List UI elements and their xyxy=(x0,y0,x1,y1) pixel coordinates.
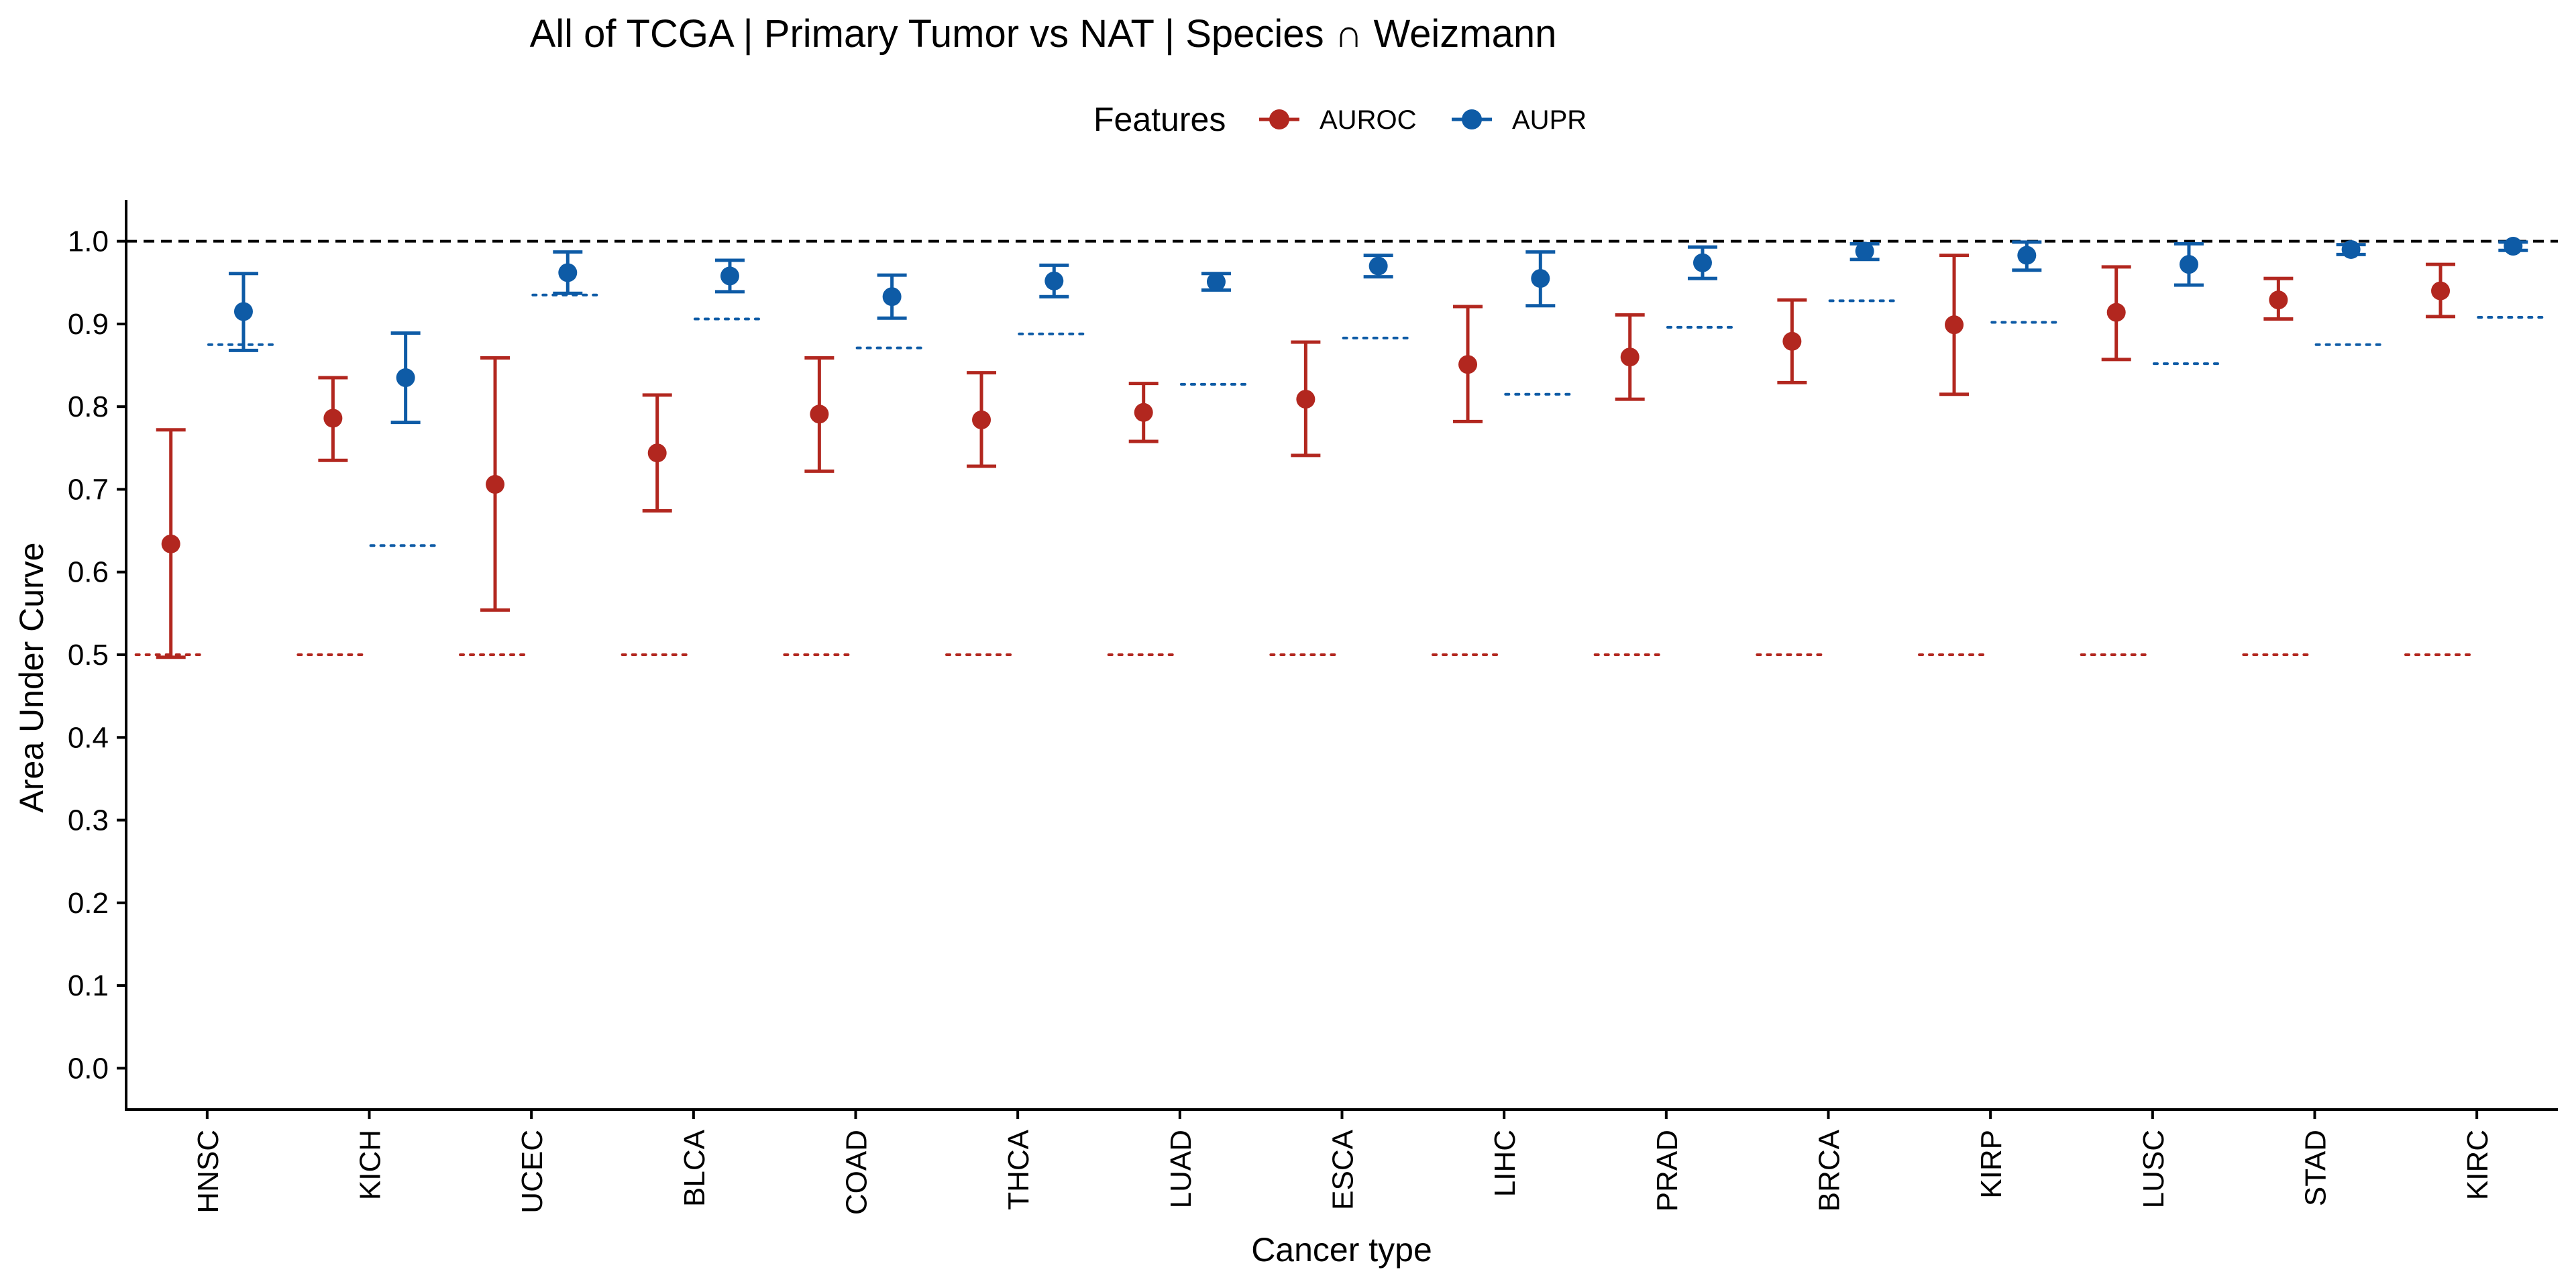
point-aupr xyxy=(2504,237,2523,256)
point-aupr xyxy=(2341,239,2361,259)
y-tick-label: 0.6 xyxy=(68,556,109,589)
point-auroc xyxy=(810,405,829,424)
legend-label-aupr: AUPR xyxy=(1512,105,1587,135)
point-auroc xyxy=(161,534,180,553)
y-tick-label: 0.1 xyxy=(68,969,109,1002)
point-auroc xyxy=(1620,347,1640,367)
x-tick-label: STAD xyxy=(2300,1130,2332,1206)
errorbar-group xyxy=(156,240,2528,659)
y-tick-label: 0.0 xyxy=(68,1052,109,1085)
chart-title: All of TCGA | Primary Tumor vs NAT | Spe… xyxy=(530,12,1557,56)
point-aupr xyxy=(1044,271,1064,290)
x-tick-label: THCA xyxy=(1002,1129,1035,1210)
point-group xyxy=(161,237,2523,553)
y-tick-label: 0.2 xyxy=(68,887,109,920)
point-auroc xyxy=(2106,303,2126,322)
point-auroc xyxy=(323,409,343,428)
y-tick-label: 0.4 xyxy=(68,721,109,754)
point-aupr xyxy=(882,287,902,307)
point-auroc xyxy=(972,410,991,429)
point-aupr xyxy=(233,302,253,321)
point-auroc xyxy=(1945,315,1964,335)
point-aupr xyxy=(1206,272,1226,292)
x-tick-label: KICH xyxy=(354,1130,387,1200)
y-ticks: 0.0 0.1 0.2 0.3 0.4 0.5 0.6 0.7 0.8 0.9 1.0 xyxy=(68,225,126,1085)
point-aupr xyxy=(2179,255,2198,274)
point-auroc xyxy=(1134,402,1153,422)
x-tick-label: BRCA xyxy=(1813,1129,1846,1212)
y-tick-label: 0.7 xyxy=(68,473,109,506)
legend-label-auroc: AUROC xyxy=(1320,105,1416,135)
x-tick-label: LIHC xyxy=(1489,1130,1521,1197)
x-tick-label: PRAD xyxy=(1651,1130,1684,1212)
point-aupr xyxy=(1531,269,1550,288)
legend-item-aupr: AUPR xyxy=(1452,105,1587,135)
x-tick-label: LUSC xyxy=(2137,1130,2170,1208)
point-aupr xyxy=(720,266,739,286)
x-tick-label: KIRP xyxy=(1975,1130,2008,1199)
point-auroc xyxy=(1782,331,1802,351)
point-auroc xyxy=(1458,355,1478,374)
point-auroc xyxy=(1296,390,1316,409)
y-tick-label: 0.8 xyxy=(68,390,109,423)
y-tick-label: 1.0 xyxy=(68,225,109,258)
y-tick-label: 0.5 xyxy=(68,639,109,672)
y-tick-label: 0.9 xyxy=(68,308,109,341)
point-aupr xyxy=(2017,246,2037,265)
point-aupr xyxy=(1693,253,1712,272)
legend: Features AUROC AUPR xyxy=(1093,101,1587,138)
x-tick-label: ESCA xyxy=(1327,1129,1360,1210)
x-tick-label: UCEC xyxy=(516,1130,549,1214)
x-tick-label: BLCA xyxy=(678,1129,711,1207)
point-aupr xyxy=(1368,256,1388,276)
point-aupr xyxy=(396,368,415,388)
baseline-group xyxy=(134,293,2550,656)
point-auroc xyxy=(647,443,667,463)
x-tick-label: COAD xyxy=(841,1130,873,1215)
x-tick-label: KIRC xyxy=(2461,1130,2494,1200)
x-tick-label: LUAD xyxy=(1165,1130,1197,1208)
point-auroc xyxy=(486,475,505,494)
y-tick-label: 0.3 xyxy=(68,804,109,837)
x-tick-label: HNSC xyxy=(192,1130,225,1214)
legend-title: Features xyxy=(1093,101,1226,138)
point-auroc xyxy=(2269,290,2288,310)
y-axis-title: Area Under Curve xyxy=(13,543,50,813)
x-ticks: HNSC KICH UCEC BLCA COAD THCA LUAD ESCA LIHC PRAD… xyxy=(192,1110,2494,1215)
point-auroc xyxy=(2431,281,2451,301)
legend-item-auroc: AUROC xyxy=(1259,105,1416,135)
x-axis-title: Cancer type xyxy=(1251,1231,1432,1269)
point-aupr xyxy=(558,263,578,282)
point-aupr xyxy=(1855,241,1874,261)
